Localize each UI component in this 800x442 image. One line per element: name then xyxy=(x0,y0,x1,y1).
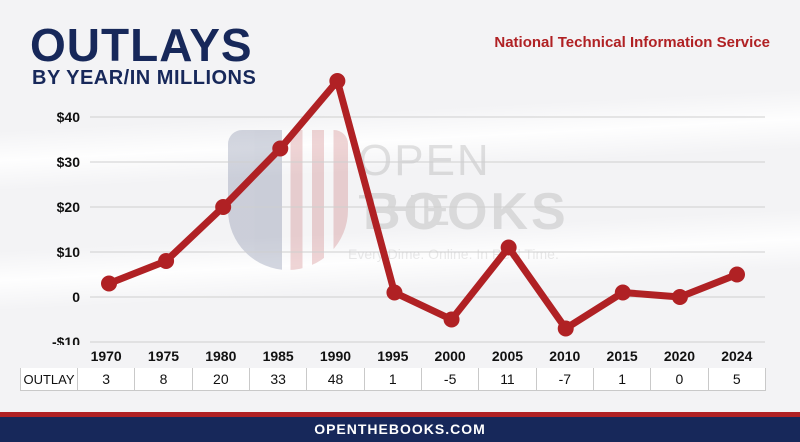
outlay-value-cell: -5 xyxy=(420,367,480,391)
data-point xyxy=(329,73,346,89)
year-cell: 2020 xyxy=(663,348,696,364)
outlay-value-cell: 3 xyxy=(76,367,136,391)
y-tick-label: -$10 xyxy=(52,334,80,345)
year-row-label xyxy=(21,345,78,368)
outlay-series-line xyxy=(105,77,741,332)
series-line xyxy=(105,77,741,332)
outlay-value-cell: 11 xyxy=(478,367,537,391)
year-cell: 1985 xyxy=(262,348,294,364)
data-point xyxy=(215,199,232,215)
data-point xyxy=(671,289,688,305)
footer-website[interactable]: OPENTHEBOOKS.COM xyxy=(0,417,800,442)
source-label: National Technical Information Service xyxy=(494,34,770,51)
data-point xyxy=(443,311,460,328)
data-point xyxy=(614,284,631,301)
outlay-row: OUTLAY 3 8 20 33 48 1 -5 11 -7 1 0 5 xyxy=(20,367,767,391)
data-point xyxy=(500,239,517,256)
data-point xyxy=(386,284,403,301)
year-cell: 1990 xyxy=(319,348,352,364)
outlay-value-cell: 0 xyxy=(650,367,709,391)
year-cell: 2024 xyxy=(721,348,753,364)
data-point xyxy=(557,320,574,337)
data-point xyxy=(101,275,117,292)
outlay-value-cell: 20 xyxy=(191,367,250,391)
y-axis-ticks: -$10 0 $10 $20 $30 $40 xyxy=(52,109,80,345)
year-cell: 1970 xyxy=(90,348,122,364)
year-row: 1970 1975 1980 1985 1990 1995 2000 2005 2010 2015… xyxy=(21,345,766,368)
y-tick-label: 0 xyxy=(72,289,80,305)
data-table: 1970 1975 1980 1985 1990 1995 2000 2005 2010 2015… xyxy=(20,344,767,391)
chart-subtitle: BY YEAR/IN MILLIONS xyxy=(32,67,257,89)
outlay-value-cell: 1 xyxy=(592,367,652,391)
outlay-value-cell: 8 xyxy=(134,367,193,391)
chart-title: OUTLAYS xyxy=(30,19,253,71)
year-cell: 2005 xyxy=(491,348,524,364)
outlay-value-cell: 48 xyxy=(306,367,365,391)
year-cell: 1995 xyxy=(377,348,409,364)
data-point xyxy=(272,140,289,157)
line-chart: -$10 0 $10 $20 $30 $40 xyxy=(52,73,765,345)
data-points xyxy=(101,73,745,337)
year-cell: 1980 xyxy=(205,348,237,364)
footer-accent-line xyxy=(0,412,800,417)
data-point xyxy=(158,253,175,269)
outlay-row-label: OUTLAY xyxy=(20,367,78,391)
outlay-value-cell: -7 xyxy=(535,367,594,391)
y-tick-label: $20 xyxy=(57,199,81,215)
outlay-value-cell: 33 xyxy=(248,367,308,391)
data-point xyxy=(729,266,745,283)
year-cell: 1975 xyxy=(147,348,180,364)
y-tick-label: $30 xyxy=(57,154,81,170)
year-cell: 2015 xyxy=(606,348,638,364)
y-tick-label: $40 xyxy=(57,109,81,125)
outlay-value-cell: 1 xyxy=(363,367,422,391)
year-cell: 2010 xyxy=(549,348,581,364)
year-cell: 2000 xyxy=(434,348,466,364)
y-tick-label: $10 xyxy=(57,244,81,260)
outlay-value-cell: 5 xyxy=(707,367,767,391)
